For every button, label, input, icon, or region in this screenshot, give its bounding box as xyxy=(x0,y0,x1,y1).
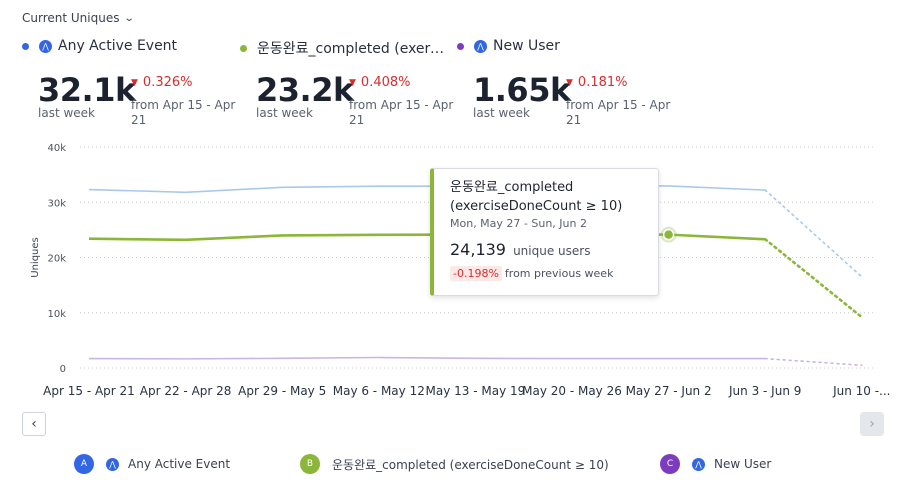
down-triangle-icon: ▼ xyxy=(131,78,138,88)
tooltip-title-line1: 운동완료_completed xyxy=(450,180,574,195)
x-tick-label: Jun 10 -... xyxy=(832,384,890,398)
kpi-delta: 0.181% xyxy=(577,75,628,90)
chevron-down-icon: ⌄ xyxy=(124,12,136,24)
tooltip-unit: unique users xyxy=(513,244,591,258)
legend-label: 운동완료_completed (exercis... xyxy=(257,41,445,57)
kpi-delta: 0.326% xyxy=(142,75,193,90)
segment-icon: ⋀ xyxy=(106,457,119,471)
x-tick-label: May 13 - May 19 xyxy=(426,384,526,398)
tooltip-change: -0.198% xyxy=(450,266,502,281)
tooltip-value: 24,139 xyxy=(450,240,506,259)
bottom-legend-item-b[interactable]: B 운동완료_completed (exerciseDoneCount ≥ 10… xyxy=(300,454,609,474)
tooltip-value-row: 24,139 unique users xyxy=(450,240,658,259)
series-color-dot xyxy=(22,42,29,50)
series-line-completed-partial xyxy=(763,237,864,319)
series-line-new-user xyxy=(88,356,766,360)
legend-label: New User xyxy=(493,38,560,54)
chart-tooltip: 운동완료_completed (exerciseDoneCount ≥ 10) … xyxy=(430,168,659,296)
kpi-value: 23.2k xyxy=(256,71,354,109)
kpi-compare: from Apr 15 - Apr 21 xyxy=(566,98,671,127)
kpi-compare: from Apr 15 - Apr 21 xyxy=(349,98,454,127)
kpi-c: 1.65k last week xyxy=(473,70,571,120)
kpi-value: 32.1k xyxy=(38,71,136,109)
metric-selector[interactable]: Current Uniques ⌄ xyxy=(22,11,136,25)
bottom-legend-item-c[interactable]: C ⋀ New User xyxy=(660,454,771,474)
down-triangle-icon: ▼ xyxy=(566,78,573,88)
series-color-dot xyxy=(457,42,464,50)
kpi-value: 1.65k xyxy=(473,71,571,109)
x-tick-label: May 27 - Jun 2 xyxy=(626,384,712,398)
tooltip-date-range: Mon, May 27 - Sun, Jun 2 xyxy=(450,217,587,230)
line-chart[interactable]: 0 10k 20k 30k 40k Uniques Apr 15 - Apr 21 Apr 2… xyxy=(0,130,904,410)
bottom-legend-item-a[interactable]: A ⋀ Any Active Event xyxy=(74,454,230,474)
legend-item-a[interactable]: ⋀ Any Active Event xyxy=(22,38,177,54)
kpi-a: 32.1k last week xyxy=(38,70,136,120)
segment-icon: ⋀ xyxy=(474,39,487,53)
kpi-period: last week xyxy=(473,106,530,120)
chevron-left-icon: ‹ xyxy=(31,416,37,432)
series-badge: C xyxy=(660,454,680,474)
x-tick-label: Jun 3 - Jun 9 xyxy=(728,384,801,398)
y-tick-label: 30k xyxy=(47,198,66,209)
tooltip-change-suffix: from previous week xyxy=(504,267,614,280)
chevron-right-icon: › xyxy=(869,416,875,432)
y-tick-label: 20k xyxy=(47,254,66,265)
y-axis-label: Uniques xyxy=(30,237,41,277)
legend-item-c[interactable]: ⋀ New User xyxy=(457,38,560,54)
down-triangle-icon: ▼ xyxy=(349,78,356,88)
kpi-delta: 0.408% xyxy=(360,75,411,90)
x-tick-label: May 20 - May 26 xyxy=(522,384,622,398)
series-line-any-active-event xyxy=(88,184,766,194)
legend-label: Any Active Event xyxy=(58,38,178,54)
bottom-legend-label: 운동완료_completed (exerciseDoneCount ≥ 10) xyxy=(332,457,609,472)
series-color-dot xyxy=(240,44,247,52)
prev-page-button[interactable]: ‹ xyxy=(22,412,46,436)
x-tick-label: May 6 - May 12 xyxy=(333,384,425,398)
y-tick-label: 10k xyxy=(47,309,66,320)
bottom-legend-label: Any Active Event xyxy=(128,457,231,471)
tooltip-title-line2: (exerciseDoneCount ≥ 10) xyxy=(450,199,623,214)
series-badge: A xyxy=(74,454,94,474)
metric-selector-label: Current Uniques xyxy=(22,11,120,25)
series-line-any-active-event-partial xyxy=(764,189,863,278)
next-page-button[interactable]: › xyxy=(860,412,884,436)
kpi-compare: from Apr 15 - Apr 21 xyxy=(131,98,236,127)
bottom-legend-label: New User xyxy=(714,457,772,471)
x-tick-label: Apr 22 - Apr 28 xyxy=(140,384,232,398)
kpi-period: last week xyxy=(256,106,313,120)
segment-icon: ⋀ xyxy=(692,457,705,471)
y-tick-label: 0 xyxy=(60,364,66,375)
tooltip-change-row: -0.198% from previous week xyxy=(450,266,658,281)
x-tick-label: Apr 15 - Apr 21 xyxy=(43,384,135,398)
highlight-point xyxy=(662,228,675,241)
y-tick-label: 40k xyxy=(47,143,66,154)
segment-icon: ⋀ xyxy=(39,39,52,53)
legend-item-b[interactable]: 운동완료_completed (exercis... xyxy=(240,38,445,58)
kpi-b: 23.2k last week xyxy=(256,70,354,120)
x-tick-label: Apr 29 - May 5 xyxy=(238,384,326,398)
series-badge: B xyxy=(300,454,320,474)
kpi-period: last week xyxy=(38,106,95,120)
series-line-new-user-partial xyxy=(764,357,863,367)
